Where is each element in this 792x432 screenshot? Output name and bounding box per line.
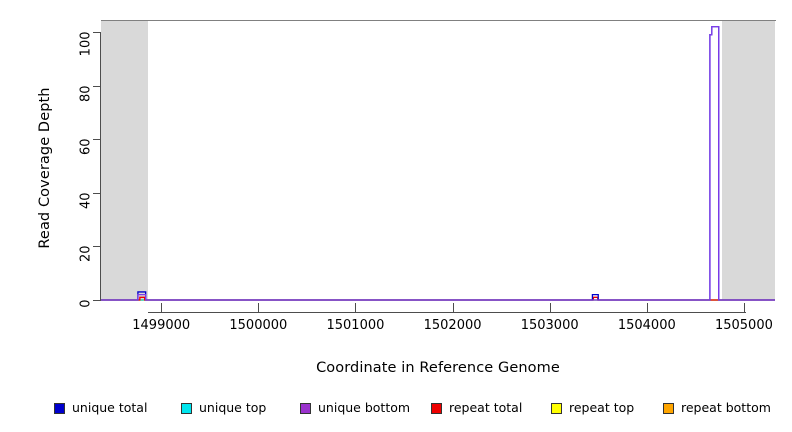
x-tick-mark [452,303,454,312]
legend-label: unique top [199,399,267,415]
x-tick-mark [258,303,260,312]
x-tick-mark [743,303,745,312]
legend-label: unique total [72,399,148,415]
legend-swatch-icon [300,402,311,414]
series-unique-bottom [101,27,775,300]
y-axis-line [100,32,101,301]
y-axis-title: Read Coverage Depth [37,87,53,249]
plot-area [101,20,775,300]
y-tick-mark [93,192,101,194]
y-tick-label: 20 [78,245,94,263]
x-tick-mark [646,303,648,312]
x-axis-line [148,312,746,313]
legend-item-unique-total[interactable]: unique total [54,398,147,418]
data-traces [101,20,775,301]
y-tick-mark [93,139,101,141]
plot-top-border [101,20,776,21]
x-tick-label: 1503000 [520,318,579,333]
x-tick-label: 1502000 [423,318,482,333]
y-tick-label: 40 [78,192,94,209]
x-tick-label: 1500000 [229,318,288,333]
x-tick-label: 1505000 [714,318,773,333]
y-tick-label: 60 [78,138,94,156]
x-tick-label: 1499000 [132,318,191,333]
x-tick-label: 1504000 [617,318,676,333]
y-tick-mark [93,85,101,87]
chart-legend: unique total unique top unique bottom repea… [0,398,792,420]
x-tick-mark [549,303,551,312]
legend-swatch-icon [551,402,562,414]
y-tick-mark [93,300,101,301]
y-tick-label: 0 [78,299,94,308]
legend-swatch-icon [181,402,192,414]
x-tick-label: 1501000 [326,318,385,333]
legend-swatch-icon [663,402,674,414]
x-tick-mark [161,303,163,312]
legend-swatch-icon [431,402,442,414]
legend-item-repeat-total[interactable]: repeat total [431,398,522,418]
legend-label: repeat bottom [681,399,771,415]
x-tick-mark [355,303,357,312]
legend-label: repeat total [449,399,523,415]
y-tick-mark [93,32,101,33]
y-tick-mark [93,246,101,248]
x-axis-title: Coordinate in Reference Genome [316,360,560,376]
legend-item-repeat-top[interactable]: repeat top [551,398,634,418]
legend-item-repeat-bottom[interactable]: repeat bottom [663,398,771,418]
legend-label: repeat top [569,399,635,415]
legend-label: unique bottom [318,399,411,415]
series-unique-total [101,27,775,300]
legend-item-unique-bottom[interactable]: unique bottom [300,398,410,418]
repeat-region-right [721,20,775,300]
legend-swatch-icon [54,402,65,414]
legend-item-unique-top[interactable]: unique top [181,398,266,418]
repeat-region-left [101,20,148,300]
y-tick-label: 80 [78,85,94,102]
y-tick-label: 100 [78,31,94,57]
